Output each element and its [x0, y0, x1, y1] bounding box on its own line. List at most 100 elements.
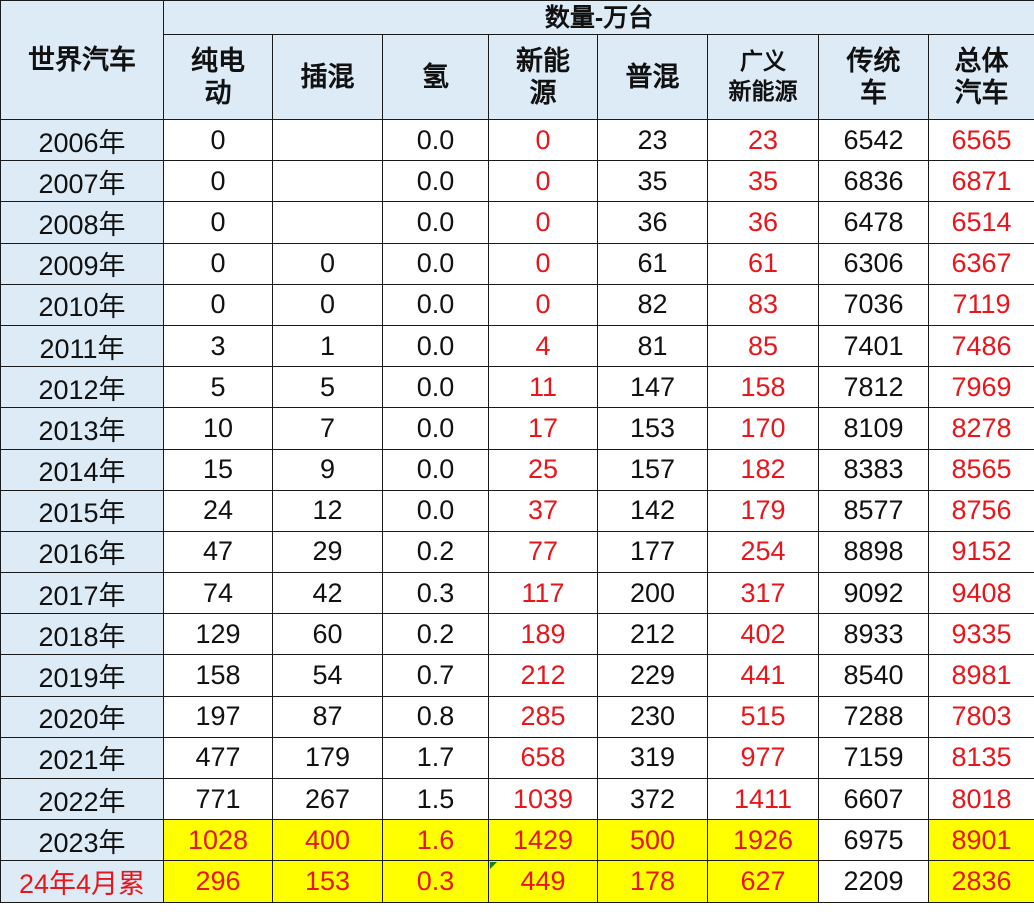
table-cell: 267 [272, 777, 383, 821]
table-cell: 36 [597, 201, 708, 244]
table-cell: 8898 [818, 530, 929, 574]
row-label: 2016年 [0, 530, 164, 574]
table-cell: 0.0 [382, 283, 489, 326]
table-cell: 6565 [927, 118, 1034, 162]
table-cell: 8383 [818, 448, 929, 491]
group-header: 数量-万台 [162, 0, 1034, 35]
table-cell: 1028 [163, 819, 273, 862]
row-label: 2018年 [0, 613, 164, 656]
table-cell: 0 [488, 283, 598, 326]
table-cell: 77 [488, 530, 598, 574]
table-row: 2015年 24 12 0.0 37 142 179 8577 8756 [0, 489, 1034, 532]
table-row: 2006年 0 0.0 0 23 23 6542 6565 [0, 118, 1034, 162]
column-header: 新能 源 [488, 34, 598, 120]
column-header: 氢 [382, 34, 489, 120]
table-cell: 0 [488, 201, 598, 244]
table-cell: 11 [488, 366, 598, 409]
table-cell: 977 [707, 736, 819, 780]
row-label: 24年4月累 [0, 860, 164, 903]
table-cell: 0.3 [382, 572, 489, 615]
table-cell: 153 [272, 860, 383, 903]
table-cell: 402 [707, 613, 819, 656]
table-cell: 9092 [818, 572, 929, 615]
table-cell: 6836 [818, 160, 929, 203]
table-cell: 42 [272, 572, 383, 615]
column-header: 插混 [272, 34, 383, 120]
table-cell: 9335 [927, 613, 1034, 656]
table-row: 2020年 197 87 0.8 285 230 515 7288 7803 [0, 695, 1034, 738]
table-cell: 5 [272, 366, 383, 409]
table-cell: 1 [272, 324, 383, 368]
table-cell: 0 [163, 118, 273, 162]
table-cell: 1411 [707, 777, 819, 821]
table-cell [272, 118, 383, 162]
table-cell: 0 [488, 118, 598, 162]
table-cell: 6514 [927, 201, 1034, 244]
column-header: 总体 汽车 [927, 34, 1034, 120]
table-cell: 179 [707, 489, 819, 532]
table-cell: 8018 [927, 777, 1034, 821]
row-label: 2008年 [0, 201, 164, 244]
table-cell: 254 [707, 530, 819, 574]
table-cell: 8577 [818, 489, 929, 532]
table-cell: 6975 [818, 819, 929, 862]
table-cell: 0.0 [382, 242, 489, 285]
table-cell: 400 [272, 819, 383, 862]
table-cell: 319 [597, 736, 708, 780]
table-cell: 2836 [927, 860, 1034, 903]
table-cell: 74 [163, 572, 273, 615]
table-cell: 285 [488, 695, 598, 738]
table-cell: 8109 [818, 407, 929, 450]
table-cell: 35 [707, 160, 819, 203]
table-row: 2012年 5 5 0.0 11 147 158 7812 7969 [0, 366, 1034, 409]
table-cell: 477 [163, 736, 273, 780]
table-cell: 449 [488, 860, 598, 903]
table-cell: 24 [163, 489, 273, 532]
row-label: 2013年 [0, 407, 164, 450]
table-cell: 82 [597, 283, 708, 326]
table-cell: 229 [597, 654, 708, 697]
table-cell: 6607 [818, 777, 929, 821]
table-cell: 1429 [488, 819, 598, 862]
table-cell: 9408 [927, 572, 1034, 615]
table-cell: 0.2 [382, 613, 489, 656]
table-cell [272, 160, 383, 203]
table-cell: 12 [272, 489, 383, 532]
table-cell: 7159 [818, 736, 929, 780]
table-cell: 0 [488, 160, 598, 203]
table-cell: 36 [707, 201, 819, 244]
table-cell: 9 [272, 448, 383, 491]
table-cell: 0 [163, 201, 273, 244]
table-cell: 8756 [927, 489, 1034, 532]
row-label: 2015年 [0, 489, 164, 532]
table-row: 2010年 0 0 0.0 0 82 83 7036 7119 [0, 283, 1034, 326]
table-cell: 8901 [927, 819, 1034, 862]
table-cell: 0 [163, 242, 273, 285]
table-cell: 627 [707, 860, 819, 903]
table-cell: 85 [707, 324, 819, 368]
table-cell: 25 [488, 448, 598, 491]
table-cell: 158 [707, 366, 819, 409]
row-label: 2012年 [0, 366, 164, 409]
table-cell: 0 [163, 160, 273, 203]
table-cell: 1.6 [382, 819, 489, 862]
table-cell: 0.0 [382, 448, 489, 491]
row-label: 2010年 [0, 283, 164, 326]
table-cell: 658 [488, 736, 598, 780]
table-cell: 177 [597, 530, 708, 574]
table-cell: 771 [163, 777, 273, 821]
row-label: 2019年 [0, 654, 164, 697]
table-cell: 7969 [927, 366, 1034, 409]
table-cell: 170 [707, 407, 819, 450]
table-cell: 47 [163, 530, 273, 574]
table-cell: 179 [272, 736, 383, 780]
table-cell: 0.7 [382, 654, 489, 697]
table-cell: 500 [597, 819, 708, 862]
row-label: 2007年 [0, 160, 164, 203]
table-cell: 7486 [927, 324, 1034, 368]
table-cell: 1.7 [382, 736, 489, 780]
table-cell: 61 [597, 242, 708, 285]
table-cell: 0 [272, 242, 383, 285]
table-cell: 8135 [927, 736, 1034, 780]
